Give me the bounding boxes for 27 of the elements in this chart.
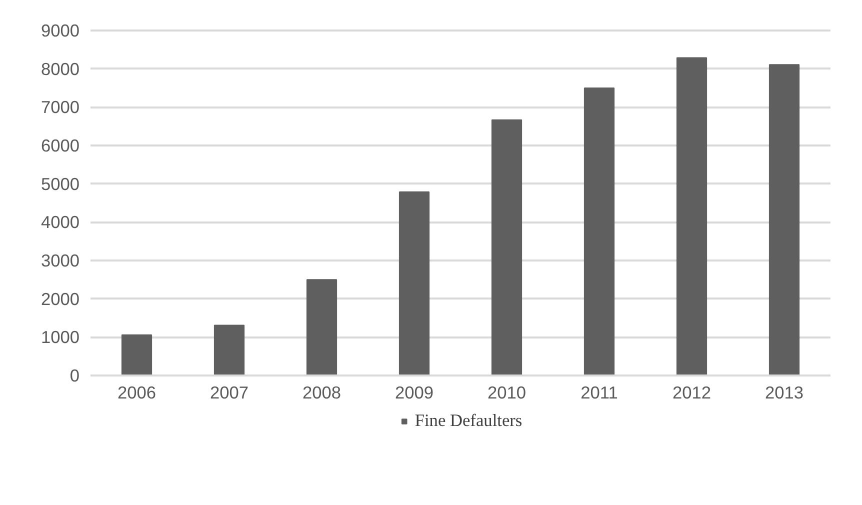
y-tick-label: 4000 <box>40 212 80 232</box>
bar <box>214 324 245 376</box>
y-tick-label: 1000 <box>40 327 80 348</box>
x-tick-label: 2013 <box>764 382 804 402</box>
legend-label: Fine Defaulters <box>414 411 522 431</box>
y-tick-label: 7000 <box>40 97 80 118</box>
x-tick-label: 2011 <box>580 382 618 402</box>
bar <box>306 279 338 376</box>
x-tick-label: 2007 <box>210 382 249 402</box>
y-tick-label: 8000 <box>40 58 80 79</box>
x-tick-label: 2012 <box>672 382 712 402</box>
bar <box>398 191 430 376</box>
bar <box>121 334 152 376</box>
y-tick-label: 5000 <box>40 174 80 194</box>
y-tick-label: 2000 <box>40 288 80 309</box>
x-tick-label: 2009 <box>394 382 434 402</box>
bar <box>676 57 708 376</box>
y-tick-label: 9000 <box>40 20 80 40</box>
bar <box>584 88 615 376</box>
x-tick-label: 2006 <box>117 382 156 402</box>
y-tick-label: 6000 <box>40 136 80 156</box>
y-tick-label: 3000 <box>40 250 80 270</box>
y-tick-label: 0 <box>70 366 80 386</box>
x-tick-label: 2010 <box>487 382 526 402</box>
x-tick-label: 2008 <box>302 382 342 402</box>
bar <box>768 64 800 376</box>
bar <box>491 119 522 376</box>
